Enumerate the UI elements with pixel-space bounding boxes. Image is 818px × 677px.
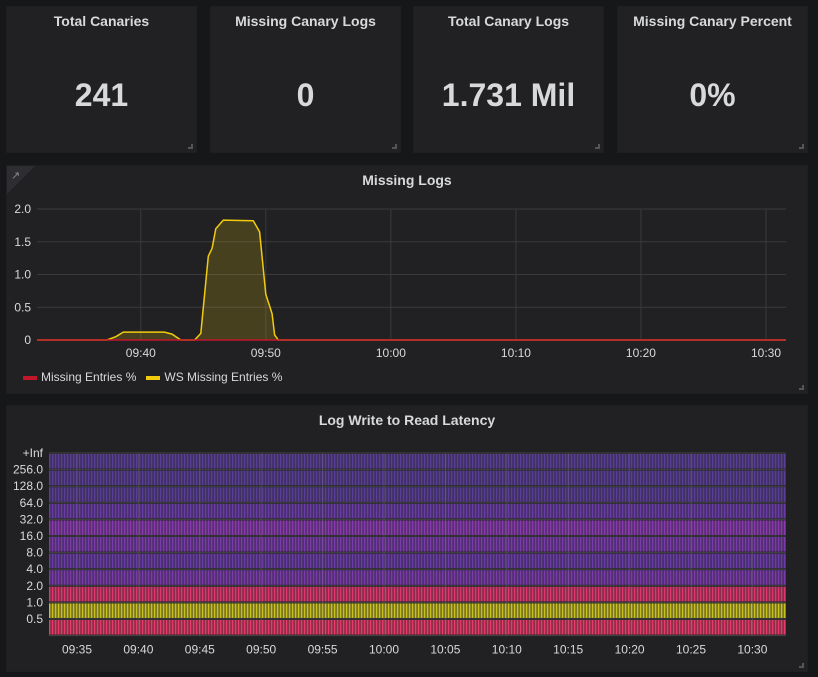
- y-tick-label: 32.0: [20, 512, 44, 526]
- y-tick-label: 1.0: [14, 268, 31, 282]
- legend-item-ws-missing-entries[interactable]: WS Missing Entries %: [146, 370, 282, 384]
- legend: Missing Entries % WS Missing Entries %: [23, 370, 282, 384]
- heatmap-row: [49, 570, 786, 585]
- y-tick-label: 4.0: [26, 562, 43, 576]
- heatmap-row: [49, 537, 786, 552]
- resize-handle[interactable]: [799, 144, 804, 149]
- x-tick-label: 10:00: [376, 346, 406, 360]
- y-tick-label: 256.0: [13, 463, 43, 477]
- stat-panel: Missing Canary Logs 0: [210, 6, 401, 153]
- x-tick-label: 10:05: [430, 643, 460, 657]
- y-tick-label: 128.0: [13, 479, 43, 493]
- legend-item-missing-entries[interactable]: Missing Entries %: [23, 370, 136, 384]
- stat-panel: Total Canary Logs 1.731 Mil: [413, 6, 604, 153]
- panel-corner: [7, 166, 35, 194]
- latency-heatmap: +Inf 256.0 128.0 64.0 32.0 16.0 8.0 4.0 2.0 1.0 0.…: [13, 446, 786, 657]
- y-tick-label: 0.5: [14, 300, 31, 314]
- x-tick-label: 10:20: [615, 643, 645, 657]
- stat-value: 0: [296, 77, 315, 113]
- x-tick-label: 09:40: [123, 643, 153, 657]
- y-tick-label: +Inf: [23, 446, 44, 460]
- resize-handle[interactable]: [799, 385, 804, 390]
- heatmap-row: [49, 470, 786, 486]
- x-tick-label: 10:30: [737, 643, 767, 657]
- y-tick-label: 2.0: [14, 202, 31, 216]
- stat-title: Total Canary Logs: [447, 13, 570, 29]
- y-tick-label: 2.0: [26, 579, 43, 593]
- y-tick-label: 0: [24, 333, 31, 347]
- y-tick-label: 16.0: [20, 529, 44, 543]
- y-tick-label: 64.0: [20, 496, 44, 510]
- x-tick-label: 10:10: [501, 346, 531, 360]
- y-tick-label: 8.0: [26, 546, 43, 560]
- heatmap-row: [49, 553, 786, 569]
- stat-value: 0%: [689, 77, 736, 113]
- panel-title: Missing Logs: [362, 172, 452, 188]
- stat-value: 241: [74, 77, 129, 113]
- x-tick-label: 09:45: [185, 643, 215, 657]
- stat-value: 1.731 Mil: [441, 77, 576, 113]
- legend-label: Missing Entries %: [41, 370, 137, 384]
- stat-panel: Total Canaries 241: [6, 6, 197, 153]
- latency-heatmap-panel: Log Write to Read Latency +Inf 256.0 128.0…: [6, 405, 808, 672]
- heatmap-row: [49, 503, 786, 519]
- x-tick-label: 10:00: [369, 643, 399, 657]
- y-tick-label: 1.5: [14, 235, 31, 249]
- x-tick-label: 10:25: [676, 643, 706, 657]
- y-tick-label: 1.0: [26, 595, 43, 609]
- heatmap-row: [49, 454, 786, 469]
- resize-handle[interactable]: [799, 663, 804, 668]
- resize-handle[interactable]: [595, 144, 600, 149]
- x-tick-label: 09:55: [308, 643, 338, 657]
- stat-title: Total Canaries: [53, 13, 150, 29]
- series-line: [37, 219, 786, 341]
- stat-title: Missing Canary Percent: [633, 13, 792, 29]
- panel-title: Log Write to Read Latency: [318, 412, 496, 428]
- x-tick-label: 10:20: [626, 346, 656, 360]
- heatmap-row: [49, 487, 786, 502]
- x-tick-label: 09:40: [126, 346, 156, 360]
- legend-label: WS Missing Entries %: [164, 370, 283, 384]
- x-tick-label: 09:50: [251, 346, 281, 360]
- heatmap-row: [49, 520, 786, 535]
- x-tick-label: 09:35: [62, 643, 92, 657]
- resize-handle[interactable]: [392, 144, 397, 149]
- heatmap-row: [49, 603, 786, 618]
- x-tick-label: 10:10: [492, 643, 522, 657]
- missing-logs-panel: ↗ Missing Logs 0 0.5 1.0 1.5 2.0 09:40 09:50 10…: [6, 165, 808, 394]
- resize-handle[interactable]: [188, 144, 193, 149]
- external-link-icon[interactable]: ↗: [11, 170, 21, 182]
- x-tick-label: 10:30: [751, 346, 781, 360]
- x-tick-label: 09:50: [246, 643, 276, 657]
- stat-panel: Missing Canary Percent 0%: [617, 6, 808, 153]
- stat-title: Missing Canary Logs: [235, 13, 376, 29]
- series-area: [37, 220, 786, 340]
- y-tick-label: 0.5: [26, 612, 43, 626]
- missing-logs-chart: 0 0.5 1.0 1.5 2.0 09:40 09:50 10:00 10:10 10:20 10…: [14, 202, 786, 360]
- x-tick-label: 10:15: [553, 643, 583, 657]
- heatmap-row: [49, 586, 786, 602]
- heatmap-row: [49, 620, 786, 635]
